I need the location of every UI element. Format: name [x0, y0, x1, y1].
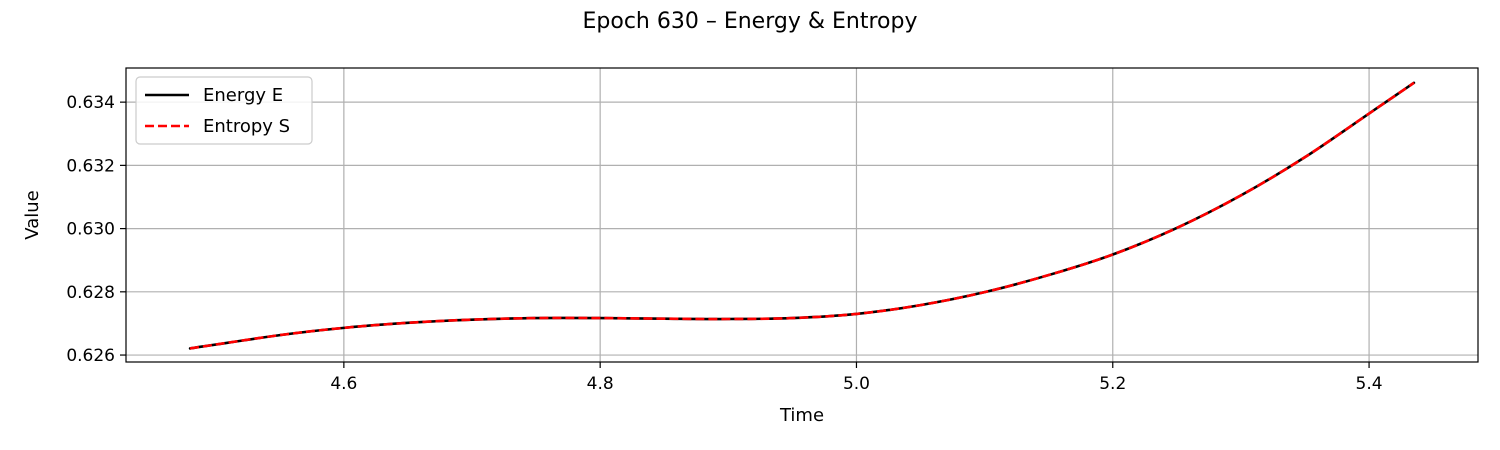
y-tick-label: 0.628	[66, 283, 115, 303]
legend-label: Entropy S	[203, 116, 290, 137]
y-tick-label: 0.632	[66, 156, 115, 176]
x-tick-label: 5.4	[1356, 374, 1383, 394]
x-tick-label: 5.0	[843, 374, 870, 394]
chart-title: Epoch 630 – Energy & Entropy	[583, 9, 918, 34]
x-axis: 4.6 4.8 5.0 5.2 5.4	[330, 362, 1383, 394]
y-tick-label: 0.634	[66, 93, 115, 113]
y-tick-label: 0.630	[66, 220, 115, 240]
y-tick-label: 0.626	[66, 346, 115, 366]
legend: Energy E Entropy S	[135, 76, 313, 145]
legend-label: Energy E	[203, 85, 283, 106]
y-axis-label: Value	[22, 190, 43, 239]
x-tick-label: 4.6	[330, 374, 357, 394]
series-layer	[188, 81, 1416, 350]
series-line-entropy	[189, 81, 1415, 350]
x-axis-label: Time	[779, 405, 824, 426]
x-tick-label: 5.2	[1099, 374, 1126, 394]
series-line-energy	[188, 81, 1416, 350]
x-tick-label: 4.8	[587, 374, 614, 394]
plot-frame	[125, 67, 1479, 363]
grid-lines	[126, 68, 1478, 362]
y-axis: 0.626 0.628 0.630 0.632 0.634	[66, 93, 126, 366]
